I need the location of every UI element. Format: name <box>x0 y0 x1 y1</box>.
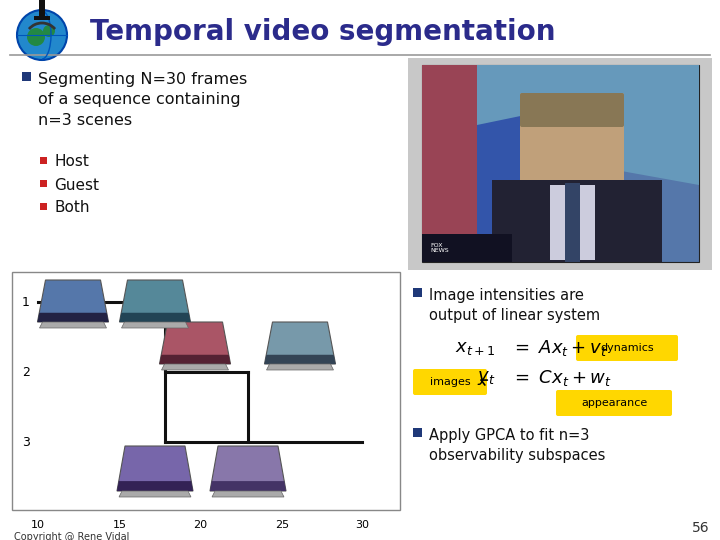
Text: 25: 25 <box>275 520 289 530</box>
Text: $= \ Ax_t + v_t$: $= \ Ax_t + v_t$ <box>511 338 608 358</box>
FancyBboxPatch shape <box>492 180 662 262</box>
Text: 2: 2 <box>22 366 30 379</box>
Polygon shape <box>37 313 109 322</box>
Text: $y_t$: $y_t$ <box>477 369 495 387</box>
FancyBboxPatch shape <box>520 93 624 187</box>
Polygon shape <box>117 481 193 491</box>
Polygon shape <box>477 65 699 185</box>
Polygon shape <box>37 280 109 322</box>
Polygon shape <box>40 322 107 328</box>
Text: Temporal video segmentation: Temporal video segmentation <box>90 18 556 46</box>
Text: $x_{t+1}$: $x_{t+1}$ <box>455 339 495 357</box>
FancyBboxPatch shape <box>408 58 712 270</box>
Text: appearance: appearance <box>581 398 647 408</box>
Polygon shape <box>477 95 622 262</box>
FancyBboxPatch shape <box>40 180 47 187</box>
FancyBboxPatch shape <box>39 0 45 16</box>
Text: Copyright @ Rene Vidal: Copyright @ Rene Vidal <box>14 532 130 540</box>
Polygon shape <box>117 446 193 491</box>
FancyBboxPatch shape <box>12 272 400 510</box>
Text: 20: 20 <box>193 520 207 530</box>
Text: $= \ Cx_t + w_t$: $= \ Cx_t + w_t$ <box>511 368 612 388</box>
Polygon shape <box>119 491 191 497</box>
Text: 1: 1 <box>22 295 30 308</box>
FancyBboxPatch shape <box>40 203 47 210</box>
Text: images: images <box>430 377 470 387</box>
Polygon shape <box>210 446 286 491</box>
Text: 10: 10 <box>31 520 45 530</box>
Text: Host: Host <box>54 154 89 170</box>
FancyBboxPatch shape <box>565 183 580 262</box>
Polygon shape <box>160 322 230 364</box>
Text: Apply GPCA to fit n=3
observability subspaces: Apply GPCA to fit n=3 observability subs… <box>429 428 606 463</box>
Polygon shape <box>210 481 286 491</box>
Text: 15: 15 <box>113 520 127 530</box>
Circle shape <box>43 25 55 37</box>
FancyBboxPatch shape <box>422 234 512 262</box>
FancyBboxPatch shape <box>40 157 47 164</box>
Text: 56: 56 <box>693 521 710 535</box>
Polygon shape <box>212 491 284 497</box>
Text: Both: Both <box>54 200 89 215</box>
Text: Guest: Guest <box>54 178 99 192</box>
Polygon shape <box>161 364 228 370</box>
Text: Image intensities are
output of linear system: Image intensities are output of linear s… <box>429 288 600 323</box>
FancyBboxPatch shape <box>556 390 672 416</box>
FancyBboxPatch shape <box>34 16 50 20</box>
Polygon shape <box>122 322 189 328</box>
Polygon shape <box>160 355 230 364</box>
FancyBboxPatch shape <box>520 93 624 127</box>
FancyBboxPatch shape <box>550 185 595 260</box>
Polygon shape <box>120 313 191 322</box>
FancyBboxPatch shape <box>413 288 422 297</box>
FancyBboxPatch shape <box>22 72 31 81</box>
FancyBboxPatch shape <box>413 369 487 395</box>
Polygon shape <box>264 322 336 364</box>
FancyBboxPatch shape <box>422 65 477 262</box>
Polygon shape <box>120 280 191 322</box>
Circle shape <box>27 28 45 46</box>
Text: Segmenting N=30 frames
of a sequence containing
n=3 scenes: Segmenting N=30 frames of a sequence con… <box>38 72 247 128</box>
Text: 3: 3 <box>22 435 30 449</box>
Polygon shape <box>264 355 336 364</box>
Text: dynamics: dynamics <box>600 343 654 353</box>
FancyBboxPatch shape <box>413 428 422 437</box>
Polygon shape <box>266 364 333 370</box>
FancyBboxPatch shape <box>422 65 699 262</box>
FancyBboxPatch shape <box>576 335 678 361</box>
Circle shape <box>17 10 67 60</box>
Text: FOX
NEWS: FOX NEWS <box>430 242 449 253</box>
Text: 30: 30 <box>355 520 369 530</box>
